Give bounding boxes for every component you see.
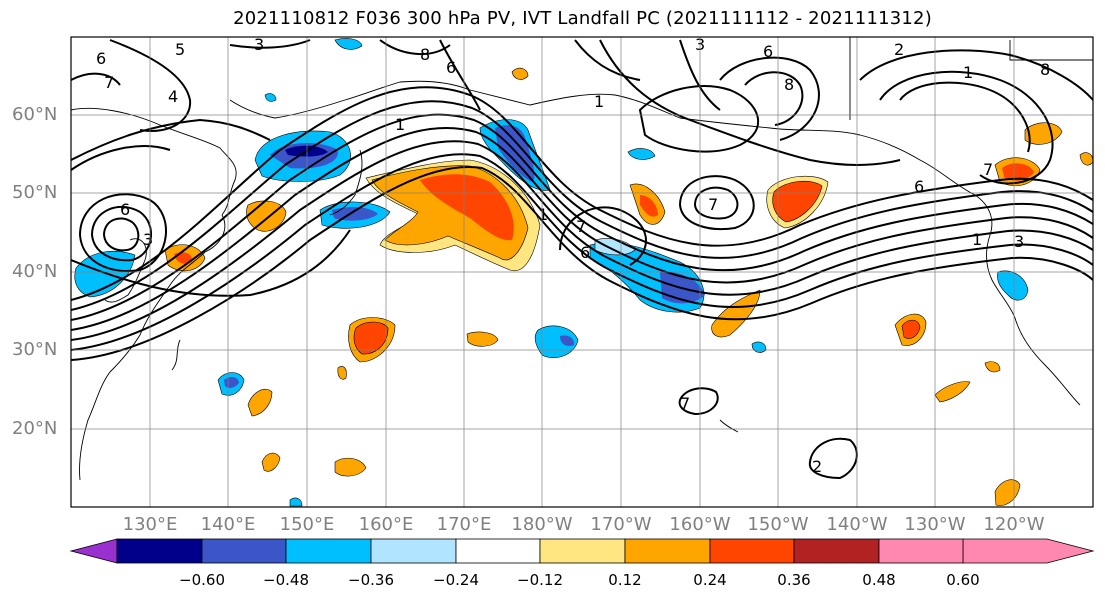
contour-label: 2 <box>894 40 904 59</box>
colorbar-segment <box>878 538 964 564</box>
contour-label: 3 <box>254 35 264 54</box>
contour-label: 3 <box>1014 232 1024 251</box>
map-frame <box>70 36 1094 508</box>
contour-label: 3 <box>143 230 153 249</box>
colorbar-segment <box>116 538 203 564</box>
lon-label: 150°E <box>279 514 335 535</box>
colorbar-segment <box>624 538 711 564</box>
contour-label: 7 <box>680 394 690 413</box>
contour-label: 6 <box>120 200 130 219</box>
lat-label: 60°N <box>12 104 58 125</box>
contour-label: 7 <box>983 160 993 179</box>
lon-label: 170°W <box>590 514 652 535</box>
contour-label: 7 <box>576 217 586 236</box>
colorbar-segment <box>285 538 372 564</box>
contour-label: 1 <box>538 205 548 224</box>
colorbar-tick-label: −0.60 <box>179 571 225 589</box>
colorbar-segment <box>793 538 880 564</box>
colorbar-tick-label: 0.48 <box>862 571 896 589</box>
contour-label: 6 <box>580 243 590 262</box>
colorbar-tick-label: −0.12 <box>517 571 563 589</box>
colorbar-segment <box>455 538 541 564</box>
contour-label-group: 6 5 3 7 4 6 3 6 1 8 6 1 7 3 6 8 1 7 6 7 … <box>96 35 1050 476</box>
contour-label: 6 <box>763 42 773 61</box>
lat-label: 30°N <box>12 339 58 360</box>
figure-title: 2021110812 F036 300 hPa PV, IVT Landfall… <box>233 8 932 29</box>
colorbar-segment <box>370 538 457 564</box>
colorbar-segment <box>709 538 795 564</box>
colorbar-tick-label: −0.24 <box>433 571 479 589</box>
coastlines <box>71 37 1093 481</box>
colorbar-segment <box>201 538 287 564</box>
colorbar-tick-label: −0.36 <box>348 571 394 589</box>
lon-label: 160°W <box>669 514 731 535</box>
contour-label: 2 <box>812 457 822 476</box>
lon-label: 160°E <box>358 514 414 535</box>
colorbar-segment <box>539 538 626 564</box>
colorbar-arrow-right <box>962 538 1095 564</box>
gridlines <box>71 37 1093 507</box>
contour-label: 4 <box>168 87 178 106</box>
lon-label: 150°W <box>747 514 809 535</box>
lon-label: 130°W <box>904 514 966 535</box>
lon-label: 130°E <box>122 514 178 535</box>
shaded-anomalies <box>74 38 1093 507</box>
colorbar <box>69 538 1095 564</box>
colorbar-arrow-left <box>69 538 118 564</box>
lat-label: 20°N <box>12 418 58 439</box>
contour-label: 8 <box>784 75 794 94</box>
contour-label: 1 <box>963 63 973 82</box>
contour-label: 1 <box>972 230 982 249</box>
colorbar-tick-label: 0.60 <box>946 571 980 589</box>
colorbar-tick-label: −0.48 <box>263 571 309 589</box>
contour-label: 6 <box>914 177 924 196</box>
lon-label: 140°W <box>826 514 888 535</box>
contour-label: 8 <box>1040 60 1050 79</box>
contour-label: 8 <box>420 45 430 64</box>
lon-label: 140°E <box>200 514 256 535</box>
lon-label: 120°W <box>983 514 1045 535</box>
contour-label: 7 <box>708 195 718 214</box>
lat-label: 40°N <box>12 261 58 282</box>
contour-label: 1 <box>395 115 405 134</box>
colorbar-tick-label: 0.12 <box>608 571 642 589</box>
contour-label: 1 <box>594 92 604 111</box>
colorbar-tick-label: 0.36 <box>777 571 811 589</box>
contour-lines <box>71 39 1093 480</box>
contour-label: 6 <box>446 58 456 77</box>
lon-label: 180°W <box>511 514 573 535</box>
lon-label: 170°E <box>436 514 492 535</box>
colorbar-tick-label: 0.24 <box>693 571 727 589</box>
contour-label: 6 <box>96 49 106 68</box>
contour-label: 5 <box>175 40 185 59</box>
contour-label: 7 <box>104 73 114 92</box>
lat-label: 50°N <box>12 182 58 203</box>
